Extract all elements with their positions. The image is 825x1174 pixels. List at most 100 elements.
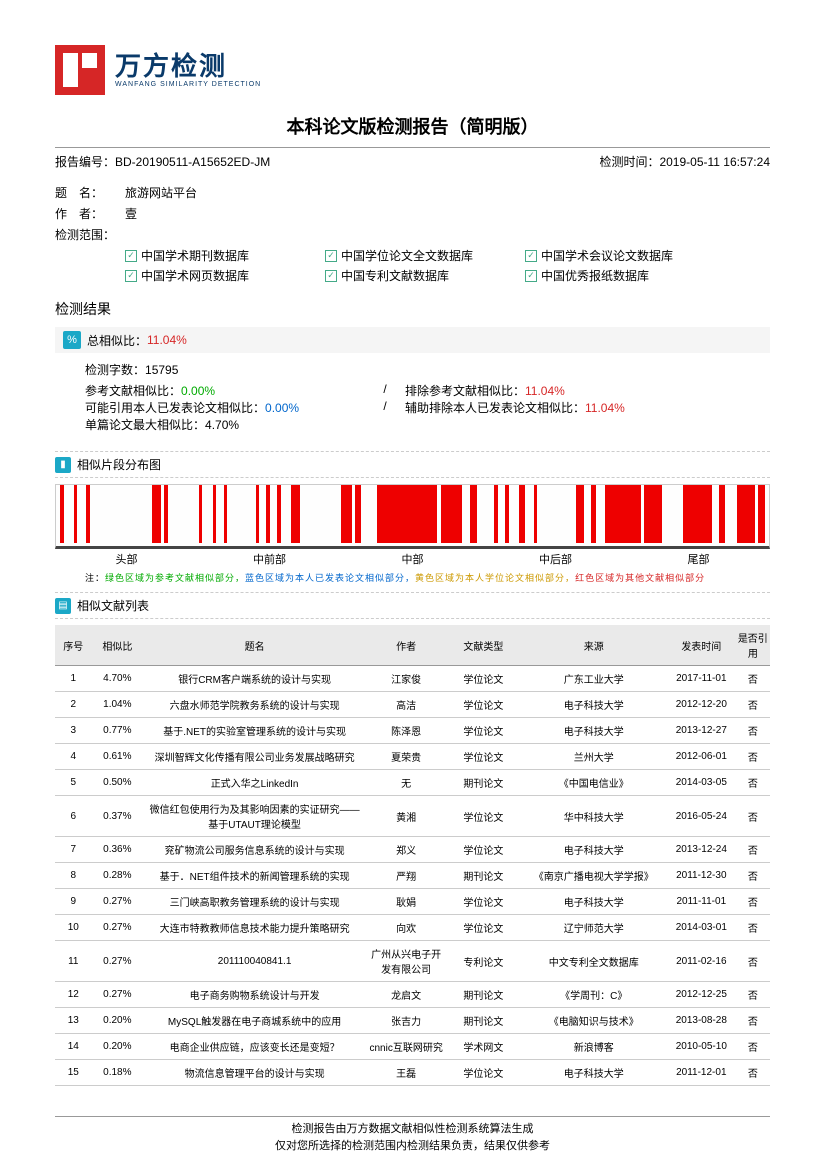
check-icon: ✓ bbox=[325, 270, 337, 282]
table-cell: 否 bbox=[736, 692, 770, 718]
table-cell: 学位论文 bbox=[446, 718, 520, 744]
dist-bar bbox=[377, 485, 438, 543]
table-row: 60.37%微信红包使用行为及其影响因素的实证研究——基于UTAUT理论模型黄湘… bbox=[55, 796, 770, 837]
table-cell: 2 bbox=[55, 692, 92, 718]
table-cell: 电子科技大学 bbox=[521, 692, 667, 718]
table-cell: 学术网文 bbox=[446, 1034, 520, 1060]
table-cell: 郑义 bbox=[366, 837, 446, 863]
author-label: 作 者： bbox=[55, 205, 125, 222]
table-cell: 张吉力 bbox=[366, 1008, 446, 1034]
dist-bar bbox=[505, 485, 509, 543]
table-cell: 4.70% bbox=[92, 666, 143, 692]
words-value: 15795 bbox=[145, 363, 178, 377]
table-cell: 2011-11-01 bbox=[667, 889, 736, 915]
list-icon: ▤ bbox=[55, 598, 71, 614]
table-header: 序号 bbox=[55, 625, 92, 666]
table-cell: 14 bbox=[55, 1034, 92, 1060]
table-cell: 2013-08-28 bbox=[667, 1008, 736, 1034]
table-cell: 向欢 bbox=[366, 915, 446, 941]
report-no-label: 报告编号： bbox=[55, 155, 115, 169]
table-cell: 兖矿物流公司服务信息系统的设计与实现 bbox=[143, 837, 366, 863]
time-value: 2019-05-11 16:57:24 bbox=[659, 155, 770, 169]
time-label: 检测时间： bbox=[599, 155, 659, 169]
check-icon: ✓ bbox=[525, 270, 537, 282]
table-cell: 否 bbox=[736, 796, 770, 837]
table-cell: 专利论文 bbox=[446, 941, 520, 982]
dist-bar bbox=[719, 485, 725, 543]
table-cell: 2011-12-30 bbox=[667, 863, 736, 889]
table-row: 110.27%201110040841.1广州从兴电子开发有限公司专利论文中文专… bbox=[55, 941, 770, 982]
table-cell: 期刊论文 bbox=[446, 982, 520, 1008]
table-cell: 学位论文 bbox=[446, 915, 520, 941]
table-header: 是否引用 bbox=[736, 625, 770, 666]
dist-bar bbox=[534, 485, 538, 543]
dist-bar bbox=[758, 485, 765, 543]
table-cell: 耿娟 bbox=[366, 889, 446, 915]
table-row: 90.27%三门峡高职教务管理系统的设计与实现耿娟学位论文电子科技大学2011-… bbox=[55, 889, 770, 915]
table-cell: 电子科技大学 bbox=[521, 718, 667, 744]
dist-bar bbox=[199, 485, 203, 543]
table-cell: 0.36% bbox=[92, 837, 143, 863]
dist-section-label: 头部 bbox=[55, 551, 198, 567]
doc-title: 旅游网站平台 bbox=[125, 184, 197, 201]
table-cell: 2010-05-10 bbox=[667, 1034, 736, 1060]
table-cell: 4 bbox=[55, 744, 92, 770]
percent-icon: % bbox=[63, 331, 81, 349]
dist-bar bbox=[213, 485, 217, 543]
table-cell: 学位论文 bbox=[446, 889, 520, 915]
table-row: 80.28%基于．NET组件技术的新闻管理系统的实现严翔期刊论文《南京广播电视大… bbox=[55, 863, 770, 889]
check-icon: ✓ bbox=[125, 270, 137, 282]
table-header-row: 序号相似比题名作者文献类型来源发表时间是否引用 bbox=[55, 625, 770, 666]
author-value: 壹 bbox=[125, 205, 137, 222]
scope-item: ✓中国学术会议论文数据库 bbox=[525, 247, 725, 264]
meta-row: 报告编号：BD-20190511-A15652ED-JM 检测时间：2019-0… bbox=[55, 153, 770, 170]
table-cell: 广州从兴电子开发有限公司 bbox=[366, 941, 446, 982]
table-cell: 华中科技大学 bbox=[521, 796, 667, 837]
table-cell: 0.27% bbox=[92, 982, 143, 1008]
check-icon: ✓ bbox=[125, 250, 137, 262]
table-row: 14.70%银行CRM客户端系统的设计与实现江家俊学位论文广东工业大学2017-… bbox=[55, 666, 770, 692]
dist-section-label: 尾部 bbox=[627, 551, 770, 567]
table-cell: MySQL触发器在电子商城系统中的应用 bbox=[143, 1008, 366, 1034]
table-cell: 13 bbox=[55, 1008, 92, 1034]
scope-text: 中国学术期刊数据库 bbox=[141, 247, 249, 264]
table-cell: 否 bbox=[736, 770, 770, 796]
ex-ref-value: 11.04% bbox=[525, 384, 565, 398]
max-value: 4.70% bbox=[205, 418, 239, 432]
dist-bar bbox=[164, 485, 168, 543]
table-cell: 7 bbox=[55, 837, 92, 863]
dist-section-label: 中前部 bbox=[198, 551, 341, 567]
table-cell: 0.37% bbox=[92, 796, 143, 837]
table-cell: 2017-11-01 bbox=[667, 666, 736, 692]
ref-value: 0.00% bbox=[181, 384, 215, 398]
table-cell: 《电脑知识与技术》 bbox=[521, 1008, 667, 1034]
table-cell: 5 bbox=[55, 770, 92, 796]
dist-bar bbox=[683, 485, 712, 543]
table-cell: 新浪博客 bbox=[521, 1034, 667, 1060]
dist-section-label: 中后部 bbox=[484, 551, 627, 567]
ex-ref-label: 排除参考文献相似比： bbox=[405, 384, 525, 398]
table-cell: 陈泽恩 bbox=[366, 718, 446, 744]
scope-item: ✓中国优秀报纸数据库 bbox=[525, 267, 725, 284]
logo-en: WANFANG SIMILARITY DETECTION bbox=[115, 81, 261, 88]
table-cell: 0.50% bbox=[92, 770, 143, 796]
table-cell: 基于．NET组件技术的新闻管理系统的实现 bbox=[143, 863, 366, 889]
dist-bar bbox=[470, 485, 477, 543]
table-row: 140.20%电商企业供应链，应该变长还是变短？cnnic互联网研究学术网文新浪… bbox=[55, 1034, 770, 1060]
check-icon: ✓ bbox=[525, 250, 537, 262]
table-cell: 学位论文 bbox=[446, 692, 520, 718]
table-cell: 2014-03-01 bbox=[667, 915, 736, 941]
table-cell: 电子科技大学 bbox=[521, 889, 667, 915]
chart-icon: ▮ bbox=[55, 457, 71, 473]
table-cell: 夏荣贵 bbox=[366, 744, 446, 770]
scope-item: ✓ 中国学术期刊数据库 bbox=[125, 247, 325, 264]
table-cell: 银行CRM客户端系统的设计与实现 bbox=[143, 666, 366, 692]
logo-cn: 万方检测 bbox=[115, 52, 261, 81]
table-cell: 《中国电信业》 bbox=[521, 770, 667, 796]
list-heading: 相似文献列表 bbox=[77, 597, 149, 614]
dist-bar bbox=[224, 485, 228, 543]
table-cell: 1 bbox=[55, 666, 92, 692]
table-cell: 大连市特教教师信息技术能力提升策略研究 bbox=[143, 915, 366, 941]
table-cell: 基于.NET的实验室管理系统的设计与实现 bbox=[143, 718, 366, 744]
table-cell: 0.20% bbox=[92, 1034, 143, 1060]
